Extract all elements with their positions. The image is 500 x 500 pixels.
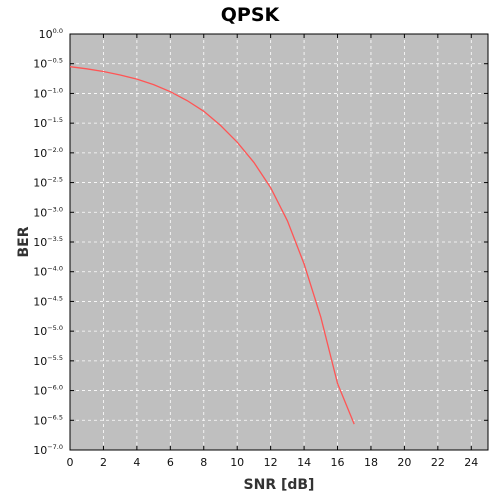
y-tick-label: 10−1.5 [33,116,63,130]
y-tick-label: 10−7.0 [33,443,63,457]
y-tick-base: 10 [33,87,47,100]
y-tick-label: 100.0 [39,27,63,41]
y-tick-label: 10−5.5 [33,354,63,368]
ber-curve [69,66,355,425]
y-tick-base: 10 [33,414,47,427]
y-tick-exponent: −7.0 [47,443,63,451]
y-tick-base: 10 [33,177,47,190]
y-tick-label: 10−6.0 [33,384,63,398]
y-tick-label: 10−3.0 [33,205,63,219]
x-tick-label: 20 [397,456,411,469]
y-tick-exponent: −2.5 [47,176,63,184]
y-axis-label: BER [16,226,32,257]
y-tick-base: 10 [33,117,47,130]
y-tick-base: 10 [33,444,47,457]
y-tick-exponent: 0.0 [53,27,63,35]
y-tick-base: 10 [33,147,47,160]
x-tick-label: 24 [464,456,478,469]
y-tick-base: 10 [33,325,47,338]
y-tick-base: 10 [33,58,47,71]
y-tick-exponent: −1.0 [47,86,63,94]
y-tick-label: 10−5.0 [33,324,63,338]
plot-frame [69,33,489,451]
tick-labels: 0 2 4 6 8 10 12 14 16 18 20 22 24100.010−0.510−1.010… [33,27,478,469]
y-tick-base: 10 [33,236,47,249]
x-tick-label: 8 [200,456,207,469]
y-tick-label: 10−4.0 [33,265,63,279]
x-tick-label: 18 [364,456,378,469]
y-tick-label: 10−1.0 [33,86,63,100]
x-tick-label: 4 [133,456,140,469]
y-tick-exponent: −1.5 [47,116,63,124]
y-tick-exponent: −4.5 [47,294,63,302]
y-tick-label: 10−3.5 [33,235,63,249]
y-tick-label: 10−6.5 [33,413,63,427]
y-tick-label: 10−4.5 [33,294,63,308]
y-tick-exponent: −0.5 [47,57,63,65]
y-tick-base: 10 [33,206,47,219]
y-tick-base: 10 [33,355,47,368]
x-tick-label: 10 [230,456,244,469]
chart-title: QPSK [221,4,281,26]
x-tick-label: 6 [167,456,174,469]
axis-ticks [69,33,488,451]
y-tick-base: 10 [39,28,53,41]
series [69,66,355,425]
x-tick-label: 14 [297,456,311,469]
grid [70,34,488,450]
x-tick-label: 22 [431,456,445,469]
x-tick-label: 12 [264,456,278,469]
y-tick-exponent: −5.0 [47,324,63,332]
y-tick-label: 10−2.5 [33,176,63,190]
y-tick-exponent: −3.0 [47,205,63,213]
x-tick-label: 0 [67,456,74,469]
y-tick-label: 10−0.5 [33,57,63,71]
y-tick-exponent: −3.5 [47,235,63,243]
y-tick-label: 10−2.0 [33,146,63,160]
y-tick-exponent: −2.0 [47,146,63,154]
x-tick-label: 2 [100,456,107,469]
y-tick-exponent: −6.0 [47,384,63,392]
y-tick-exponent: −6.5 [47,413,63,421]
y-tick-exponent: −4.0 [47,265,63,273]
y-tick-base: 10 [33,295,47,308]
y-tick-exponent: −5.5 [47,354,63,362]
y-tick-base: 10 [33,266,47,279]
x-tick-label: 16 [331,456,345,469]
x-axis-label: SNR [dB] [244,477,315,493]
y-tick-base: 10 [33,385,47,398]
